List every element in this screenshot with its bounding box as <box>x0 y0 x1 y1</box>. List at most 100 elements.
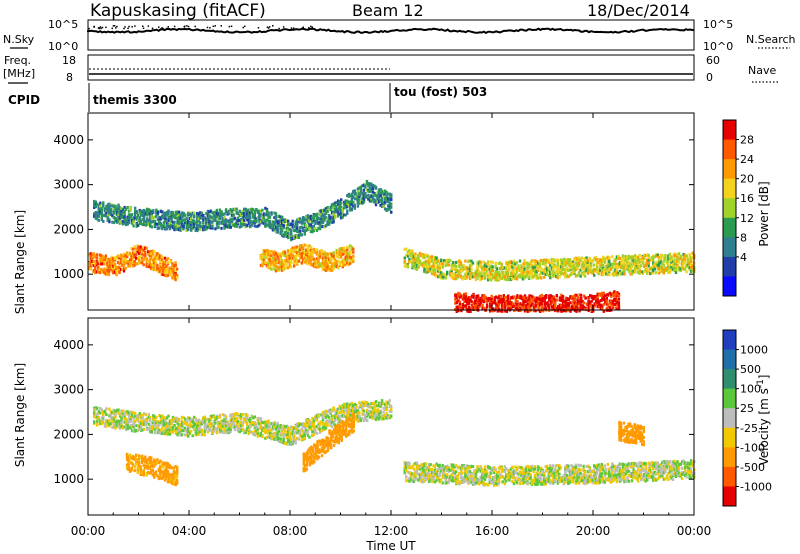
scatter-cell <box>688 268 691 272</box>
scatter-cell <box>106 272 109 276</box>
scatter-cell <box>552 303 555 307</box>
scatter-cell <box>376 194 379 198</box>
scatter-cell <box>485 265 488 269</box>
scatter-cell <box>497 271 500 275</box>
scatter-cell <box>646 258 649 262</box>
scatter-cell <box>516 300 519 304</box>
scatter-cell <box>240 218 243 221</box>
scatter-cell <box>214 219 217 222</box>
scatter-cell <box>509 271 513 275</box>
scatter-cell <box>150 256 153 260</box>
scatter-cell <box>441 265 444 269</box>
scatter-cell <box>597 272 600 276</box>
scatter-cell <box>161 224 164 228</box>
scatter-cell <box>123 215 126 219</box>
scatter-cell <box>467 298 471 302</box>
scatter-cell <box>479 277 482 281</box>
scatter-cell <box>99 206 102 210</box>
scatter-cell <box>574 261 578 265</box>
scatter-cell <box>159 217 163 221</box>
scatter-cell <box>641 258 644 262</box>
scatter-cell <box>162 264 165 268</box>
scatter-cell <box>157 267 161 270</box>
scatter-cell <box>252 215 255 219</box>
scatter-cell <box>185 225 188 228</box>
scatter-cell <box>167 225 170 229</box>
scatter-cell <box>526 309 530 313</box>
scatter-cell <box>571 271 575 275</box>
scatter-cell <box>433 256 437 259</box>
scatter-cell <box>502 304 505 308</box>
scatter-cell <box>370 197 373 201</box>
scatter-cell <box>131 260 135 264</box>
scatter-cell <box>585 268 588 272</box>
scatter-cell <box>390 195 393 199</box>
scatter-cell <box>490 278 493 282</box>
noise-search-dot <box>113 25 116 27</box>
scatter-cell <box>89 261 92 265</box>
scatter-cell <box>500 266 503 269</box>
scatter-cell <box>459 269 463 273</box>
scatter-cell <box>294 247 297 251</box>
scatter-cell <box>233 222 237 226</box>
scatter-cell <box>349 255 352 259</box>
scatter-cell <box>92 264 95 268</box>
scatter-cell <box>523 294 527 298</box>
scatter-cell <box>483 264 487 268</box>
scatter-cell <box>277 257 281 261</box>
scatter-cell <box>570 307 574 311</box>
scatter-cell <box>176 221 179 225</box>
scatter-cell <box>456 271 460 275</box>
scatter-cell <box>549 296 552 300</box>
scatter-cell <box>529 260 532 264</box>
noise-search-dot <box>206 26 209 29</box>
scatter-cell <box>320 217 323 221</box>
scatter-cell <box>572 295 575 299</box>
scatter-cell <box>112 221 116 225</box>
scatter-cell <box>611 262 614 266</box>
scatter-cell <box>344 255 347 259</box>
scatter-cell <box>368 189 372 193</box>
scatter-cell <box>303 232 306 236</box>
scatter-cell <box>314 213 317 217</box>
scatter-cell <box>383 197 387 201</box>
noise-search-dot <box>147 25 150 27</box>
scatter-cell <box>279 230 282 234</box>
scatter-cell <box>581 304 584 308</box>
scatter-cell <box>649 272 652 276</box>
scatter-cell <box>504 309 507 313</box>
scatter-cell <box>139 261 142 265</box>
scatter-cell <box>100 259 103 263</box>
scatter-cell <box>153 224 157 228</box>
scatter-cell <box>570 261 573 265</box>
scatter-cell <box>303 243 306 247</box>
scatter-cell <box>532 268 535 272</box>
scatter-cell <box>380 191 384 195</box>
scatter-cell <box>273 267 276 271</box>
scatter-cell <box>501 298 504 302</box>
scatter-cell <box>229 221 232 225</box>
scatter-cell <box>527 272 531 276</box>
scatter-cell <box>291 256 294 260</box>
scatter-cell <box>280 268 284 272</box>
scatter-cell <box>92 260 95 263</box>
scatter-cell <box>128 262 132 266</box>
scatter-cell <box>571 265 575 269</box>
scatter-cell <box>466 307 469 311</box>
scatter-cell <box>221 219 225 223</box>
scatter-cell <box>241 223 244 226</box>
scatter-cell <box>568 258 572 262</box>
scatter-cell <box>656 263 659 267</box>
scatter-cell <box>340 213 343 217</box>
scatter-cell <box>638 254 641 257</box>
scatter-cell <box>614 262 617 266</box>
scatter-cell <box>285 266 288 270</box>
scatter-cell <box>197 217 200 221</box>
scatter-cell <box>437 269 440 273</box>
scatter-cell <box>490 264 493 268</box>
noise-search-dot <box>167 26 169 28</box>
scatter-cell <box>461 268 464 272</box>
scatter-cell <box>670 259 673 262</box>
scatter-cell <box>167 222 170 226</box>
scatter-cell <box>209 215 213 219</box>
